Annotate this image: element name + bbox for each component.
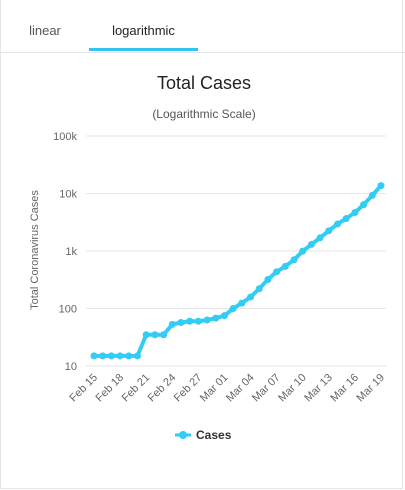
data-point[interactable]: [142, 331, 150, 339]
data-point[interactable]: [368, 191, 376, 199]
x-tick-label: Mar 19: [354, 372, 387, 405]
data-point[interactable]: [351, 209, 359, 217]
x-tick-label: Feb 27: [172, 372, 205, 405]
data-point[interactable]: [281, 262, 289, 270]
x-tick-label: Mar 01: [198, 372, 231, 405]
x-tick-label: Feb 21: [120, 372, 153, 405]
scale-tabs: linear logarithmic: [1, 0, 405, 53]
y-tick-label: 1k: [65, 246, 77, 258]
x-tick-label: Feb 18: [94, 372, 127, 405]
chart-subtitle: (Logarithmic Scale): [152, 107, 255, 121]
tab-linear[interactable]: linear: [29, 23, 61, 38]
data-point[interactable]: [273, 268, 281, 276]
data-point[interactable]: [264, 276, 272, 284]
x-tick-label: Mar 04: [224, 372, 257, 405]
data-point[interactable]: [238, 299, 246, 307]
data-point[interactable]: [160, 331, 168, 339]
data-point[interactable]: [342, 214, 350, 222]
legend[interactable]: Cases: [175, 428, 232, 442]
data-point[interactable]: [203, 316, 211, 324]
data-point[interactable]: [177, 319, 185, 327]
y-axis-title: Total Coronavirus Cases: [29, 190, 41, 310]
data-point[interactable]: [212, 314, 220, 322]
data-point[interactable]: [186, 317, 194, 325]
data-point[interactable]: [316, 234, 324, 242]
data-point[interactable]: [247, 293, 255, 301]
data-point[interactable]: [90, 352, 98, 360]
y-tick-label: 100: [59, 304, 77, 316]
data-point[interactable]: [220, 312, 228, 320]
data-point[interactable]: [125, 352, 133, 360]
data-point[interactable]: [299, 247, 307, 255]
x-tick-label: Feb 24: [146, 372, 179, 405]
data-point[interactable]: [334, 220, 342, 228]
data-point[interactable]: [229, 305, 237, 312]
grid-layer: [86, 135, 386, 367]
data-point[interactable]: [325, 227, 333, 235]
legend-label: Cases: [196, 428, 232, 442]
data-point[interactable]: [307, 240, 315, 248]
data-point[interactable]: [290, 256, 298, 264]
data-point[interactable]: [116, 352, 124, 360]
chart-title: Total Cases: [157, 73, 251, 93]
data-point[interactable]: [151, 331, 159, 339]
data-point[interactable]: [194, 317, 202, 325]
y-tick-label: 10: [65, 361, 77, 373]
series-cases: [90, 182, 385, 360]
y-tick-label: 100k: [53, 131, 77, 143]
x-tick-label: Mar 13: [302, 372, 335, 405]
data-point[interactable]: [99, 352, 107, 360]
data-point[interactable]: [377, 182, 385, 190]
data-point[interactable]: [107, 352, 115, 360]
active-tab-indicator: [89, 48, 198, 51]
series-line-cases: [94, 184, 383, 358]
tab-logarithmic[interactable]: logarithmic: [112, 23, 175, 38]
legend-marker: [179, 431, 187, 439]
x-tick-label: Mar 10: [276, 372, 309, 405]
data-point[interactable]: [133, 352, 141, 360]
x-tick-label: Mar 07: [250, 372, 283, 405]
data-point[interactable]: [168, 320, 176, 328]
x-tick-label: Feb 15: [67, 372, 100, 405]
data-point[interactable]: [360, 201, 368, 209]
y-tick-labels: 10 100 1k 10k 100k: [53, 131, 77, 373]
y-tick-label: 10k: [59, 189, 77, 201]
x-tick-label: Mar 16: [328, 372, 361, 405]
data-point[interactable]: [255, 285, 263, 293]
